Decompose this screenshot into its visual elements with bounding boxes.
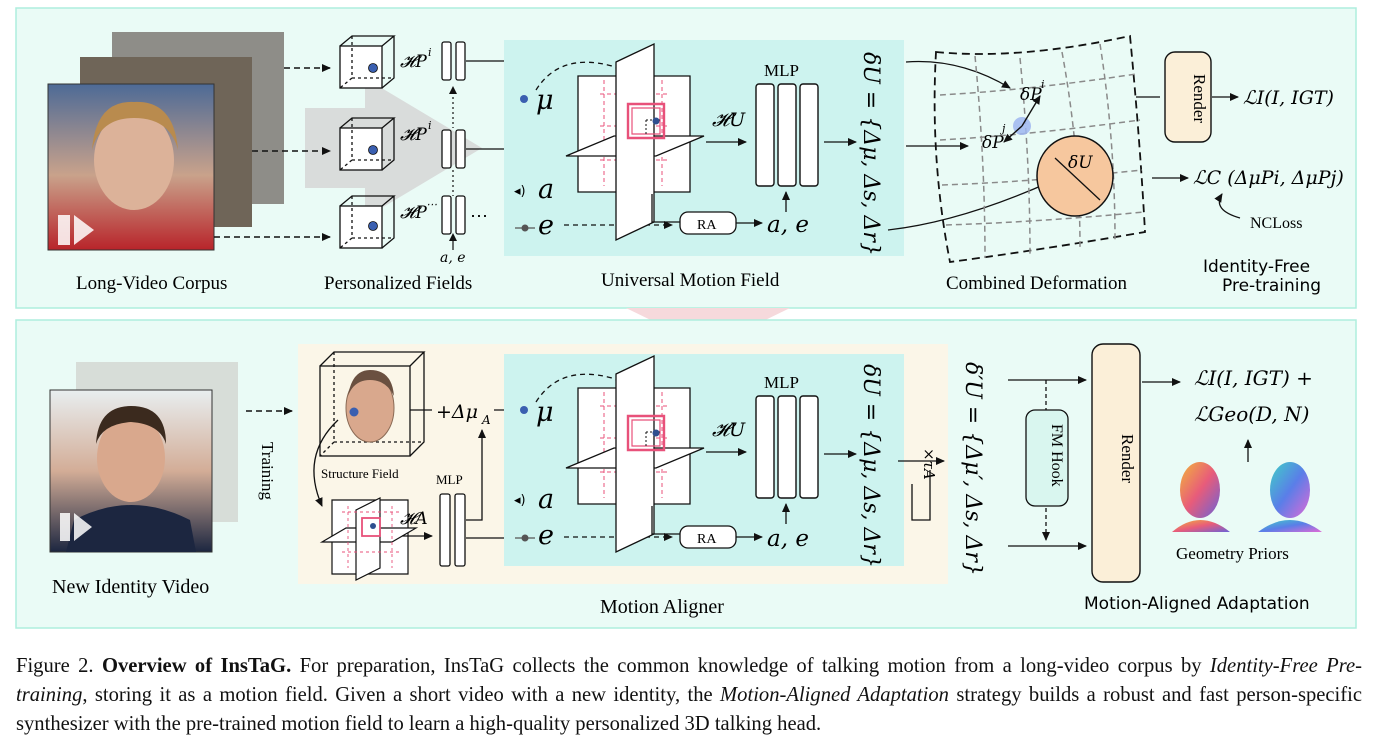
geometry-prior-depth: [1172, 462, 1230, 532]
ra-label-2: RA: [697, 532, 717, 547]
delta-u-prime-set: δ′U = {Δμ′, Δs, Δr}: [960, 362, 985, 576]
loss-consistency: ℒC (ΔμPi, ΔμPj): [1193, 167, 1344, 189]
mu-symbol: μ: [536, 85, 554, 116]
aligner-triplane: [319, 497, 419, 581]
loss-photometric-bottom: ℒI(I, IGT) +: [1194, 366, 1313, 390]
delta-u-set: δU = {Δμ, Δs, Δr}: [858, 52, 883, 256]
hash-encoder-p-2-sup: i: [428, 119, 432, 132]
render-label-bottom: Render: [1118, 434, 1137, 483]
caption-figure-label: Figure 2.: [16, 655, 94, 677]
ra-label: RA: [697, 218, 717, 233]
delta-u-set-2: δU = {Δμ, Δs, Δr}: [858, 364, 883, 568]
speaker-face-1: [94, 110, 174, 210]
audio-icon: ◂): [514, 184, 526, 199]
corpus-video-stack: [47, 32, 284, 251]
personalized-cube-3: [339, 195, 396, 249]
ncloss-label: NCLoss: [1250, 215, 1302, 232]
personal-mlp-1: [441, 41, 466, 81]
caption-emphasis-2: Motion-Aligned Adaptation: [720, 684, 949, 706]
stage-title-adaptation: Motion-Aligned Adaptation: [1084, 594, 1310, 614]
triplane-grid-2: [565, 354, 705, 554]
render-box-bottom: [1091, 343, 1141, 583]
caption-title: Overview of InsTaG.: [101, 655, 292, 677]
triplane-grid: [565, 42, 705, 242]
delta-u-in-ellipse: δU: [1068, 153, 1093, 173]
aligner-mlp: [439, 493, 466, 567]
hash-encoder-p-3: 𝓗P: [400, 203, 427, 223]
delta-p-i: δP: [1020, 85, 1042, 105]
more-fields-dots: ⋯: [470, 206, 488, 226]
loss-photometric-top: ℒI(I, IGT): [1243, 87, 1334, 109]
mlp-small-label: MLP: [436, 472, 463, 487]
audio-symbol-2: a: [538, 484, 554, 515]
caption-sentence-2: , storing it as a motion field. Given a …: [82, 684, 713, 706]
mu-symbol-2: μ: [536, 397, 554, 428]
new-identity-video-stack: [49, 362, 238, 553]
hash-encoder-p-1: 𝓗P: [400, 52, 427, 72]
render-label-top: Render: [1190, 74, 1209, 123]
fm-hook-box: [1025, 409, 1069, 507]
mlp-label: MLP: [764, 61, 799, 80]
audio-expr-condition-2: a, e: [767, 526, 809, 552]
personalized-cube-1: [339, 35, 396, 89]
audio-icon-2: ◂): [514, 493, 526, 508]
deformed-grid: [933, 34, 1146, 264]
render-box-top: [1164, 51, 1212, 143]
structure-field-cube: [319, 351, 426, 457]
stage-title-pretrain-2: Pre-training: [1222, 276, 1321, 296]
label-combined-deformation: Combined Deformation: [946, 273, 1127, 294]
play-icon-2: [60, 513, 92, 541]
personal-mlp-3: [441, 195, 466, 235]
audio-symbol: a: [538, 174, 554, 205]
hash-encoder-p-2: 𝓗P: [400, 125, 427, 145]
loss-geometry: ℒGeo(D, N): [1194, 402, 1309, 426]
audio-expr-input-small: a, e: [440, 250, 466, 266]
times-tau: ×τA: [920, 448, 938, 480]
universal-mlp-2: [755, 395, 819, 499]
hash-encoder-a: 𝓗A: [400, 509, 428, 529]
audio-expr-condition: a, e: [767, 212, 809, 238]
delta-p-j: δP: [982, 133, 1004, 153]
personalized-cube-2: [339, 117, 396, 171]
geometry-prior-normal: [1258, 462, 1322, 532]
play-icon: [58, 215, 94, 245]
label-universal-motion-field: Universal Motion Field: [601, 270, 780, 291]
figure-caption: Figure 2. Overview of InsTaG. For prepar…: [16, 652, 1362, 739]
fm-hook-label: FM Hook: [1048, 424, 1065, 487]
caption-sentence-3: strategy builds a robust and fast person…: [16, 684, 1363, 735]
structure-field-label: Structure Field: [321, 466, 399, 481]
universal-mlp: [755, 83, 819, 187]
training-label: Training: [258, 442, 277, 500]
stage-title-pretrain-1: Identity-Free: [1203, 257, 1310, 277]
mlp-label-2: MLP: [764, 373, 799, 392]
caption-sentence-1: For preparation, InsTaG collects the com…: [299, 655, 1202, 677]
label-new-identity: New Identity Video: [52, 576, 209, 598]
hash-encoder-p-1-sup: i: [428, 46, 432, 59]
expression-symbol-2: e: [538, 520, 554, 551]
expression-symbol: e: [538, 210, 554, 241]
speaker-face-2: [97, 414, 165, 502]
delta-p-j-sup: j: [999, 122, 1006, 135]
personal-mlp-2: [441, 129, 466, 169]
label-geometry-priors: Geometry Priors: [1176, 544, 1289, 563]
label-motion-aligner: Motion Aligner: [600, 596, 724, 618]
caption-emphasis-1: Identity-Free Pre-training: [16, 655, 1362, 706]
plus-delta-mu-sub: A: [481, 413, 491, 427]
hash-encoder-p-3-sup: ⋯: [426, 198, 437, 211]
overview-figure: 𝓗P i 𝓗P i 𝓗P ⋯ ⋯ a, e μ ◂) a e 𝓗U: [15, 7, 1357, 629]
hash-encoder-u-2: 𝓗U: [712, 419, 746, 441]
label-corpus: Long-Video Corpus: [76, 273, 227, 294]
plus-delta-mu: +Δμ: [436, 401, 478, 423]
label-personalized-fields: Personalized Fields: [324, 273, 472, 294]
hash-encoder-u: 𝓗U: [712, 109, 746, 131]
delta-p-i-sup: i: [1041, 78, 1045, 91]
